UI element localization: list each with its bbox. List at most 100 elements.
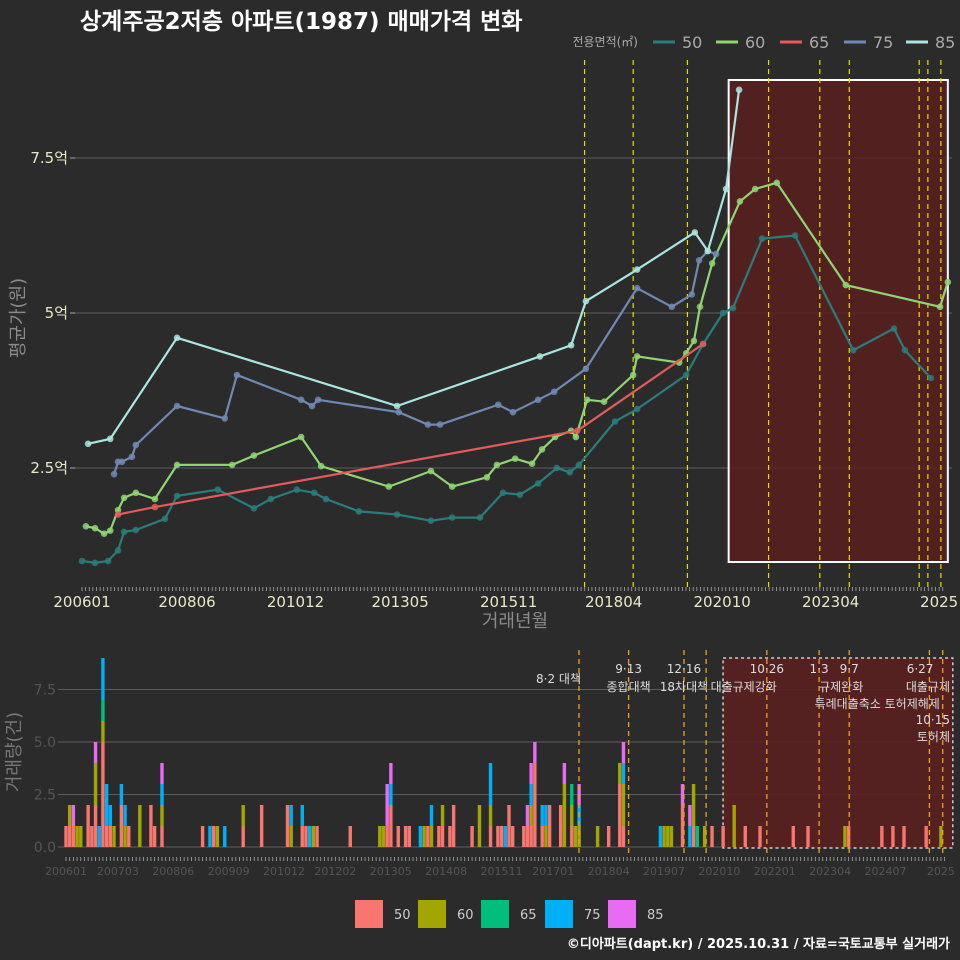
legend-label-50: 50 xyxy=(394,908,411,923)
bar-segment-60 xyxy=(621,784,626,826)
bar-segment-50 xyxy=(448,826,452,847)
bar-segment-75 xyxy=(488,763,493,805)
data-point-75 xyxy=(688,291,696,298)
event-desc-label: 18차대책 xyxy=(660,679,708,694)
data-point-75 xyxy=(582,365,590,373)
data-point-60 xyxy=(629,371,637,379)
bar-segment-75 xyxy=(123,805,127,826)
bar-segment-75 xyxy=(108,805,112,826)
bar-segment-50 xyxy=(160,826,164,847)
data-point-75 xyxy=(534,396,542,404)
bar-segment-85 xyxy=(385,784,389,826)
data-point-75 xyxy=(132,441,140,449)
data-point-50 xyxy=(173,492,181,500)
data-point-60 xyxy=(773,179,781,187)
bar-segment-50 xyxy=(407,826,412,847)
y-tick-label: 7.5 xyxy=(34,683,56,699)
bar-segment-50 xyxy=(211,826,216,847)
legend-label-50: 50 xyxy=(682,33,702,52)
bar-segment-50 xyxy=(507,805,511,847)
bar-segment-75 xyxy=(544,805,548,826)
bar-segment-60 xyxy=(595,826,600,847)
bar-segment-85 xyxy=(688,805,692,826)
bar-segment-50 xyxy=(152,826,157,847)
bar-segment-75 xyxy=(429,805,434,826)
x-tick-label: 200601 xyxy=(45,865,87,878)
data-point-60 xyxy=(151,495,159,503)
data-point-65 xyxy=(114,511,122,518)
y-tick-label: 7.5억 xyxy=(30,149,68,167)
x-tick-label: 200909 xyxy=(208,865,250,878)
bar-segment-60 xyxy=(440,805,445,826)
data-point-50 xyxy=(575,461,583,469)
bar-segment-50 xyxy=(902,826,906,847)
data-point-85 xyxy=(173,334,181,342)
event-desc-label: 특례대출축소 토허제해제 xyxy=(815,697,940,711)
data-point-60 xyxy=(538,446,546,453)
bar-segment-50 xyxy=(304,826,308,847)
data-point-50 xyxy=(214,486,222,494)
data-point-50 xyxy=(78,557,86,565)
bar-segment-50 xyxy=(621,826,626,847)
data-point-60 xyxy=(132,489,140,497)
bar-segment-50 xyxy=(440,826,445,847)
legend-swatch-65 xyxy=(481,900,509,928)
bar-segment-50 xyxy=(101,742,105,847)
data-point-75 xyxy=(110,470,118,478)
bar-segment-50 xyxy=(315,826,319,847)
bar-segment-75 xyxy=(529,784,533,805)
data-point-60 xyxy=(600,398,608,405)
bar-segment-75 xyxy=(101,658,105,700)
event-date-label: 10·15 xyxy=(916,713,950,727)
data-point-85 xyxy=(84,440,92,448)
event-desc-label: 토허제 xyxy=(917,730,950,744)
data-point-85 xyxy=(582,297,590,305)
data-point-50 xyxy=(566,469,574,476)
data-point-50 xyxy=(927,374,935,382)
data-point-60 xyxy=(633,353,641,360)
data-point-85 xyxy=(691,229,699,236)
data-point-85 xyxy=(633,266,641,273)
bar-segment-50 xyxy=(451,805,456,847)
bar-segment-75 xyxy=(418,826,423,847)
bar-segment-50 xyxy=(300,826,304,847)
x-tick-label: 201907 xyxy=(643,865,685,878)
legend-label-85: 85 xyxy=(647,908,664,923)
data-point-75 xyxy=(436,421,444,428)
data-point-50 xyxy=(355,508,363,515)
bar-segment-50 xyxy=(396,826,400,847)
data-point-85 xyxy=(722,185,730,193)
data-point-75 xyxy=(128,453,136,461)
legend-swatch-75 xyxy=(545,900,573,928)
series-line-65 xyxy=(117,343,704,516)
data-point-65 xyxy=(699,340,707,348)
data-point-75 xyxy=(668,303,676,311)
highlight-period xyxy=(727,79,949,563)
bar-segment-60 xyxy=(843,826,847,847)
x-tick-label: 201408 xyxy=(425,865,467,878)
y-tick-label: 2.5 xyxy=(34,788,56,804)
x-tick-label: 201012 xyxy=(263,865,305,878)
y-axis-label: 거래량(건) xyxy=(4,712,25,792)
bar-segment-85 xyxy=(160,763,164,784)
bar-segment-50 xyxy=(522,826,526,847)
bar-segment-50 xyxy=(64,826,68,847)
bar-segment-65 xyxy=(695,826,699,847)
bar-segment-60 xyxy=(422,826,426,847)
y-axis-label: 평균가(원) xyxy=(8,278,29,358)
legend-label-65: 65 xyxy=(809,33,829,52)
data-point-60 xyxy=(448,483,456,490)
bar-segment-75 xyxy=(160,784,164,805)
footer-credit: ©디아파트(dapt.kr) / 2025.10.31 / 자료=국토교통부 실… xyxy=(566,937,950,952)
bar-segment-60 xyxy=(691,784,696,826)
bar-segment-75 xyxy=(540,805,544,826)
event-desc-label: 대출규제강화 xyxy=(711,680,777,694)
data-point-85 xyxy=(735,86,743,94)
data-point-60 xyxy=(297,433,305,441)
bar-segment-50 xyxy=(488,826,493,847)
legend-label-65: 65 xyxy=(520,908,537,923)
x-tick-label: 202201 xyxy=(754,865,796,878)
bar-segment-50 xyxy=(426,826,430,847)
series-line-85 xyxy=(87,89,741,445)
bar-segment-75 xyxy=(658,826,663,847)
